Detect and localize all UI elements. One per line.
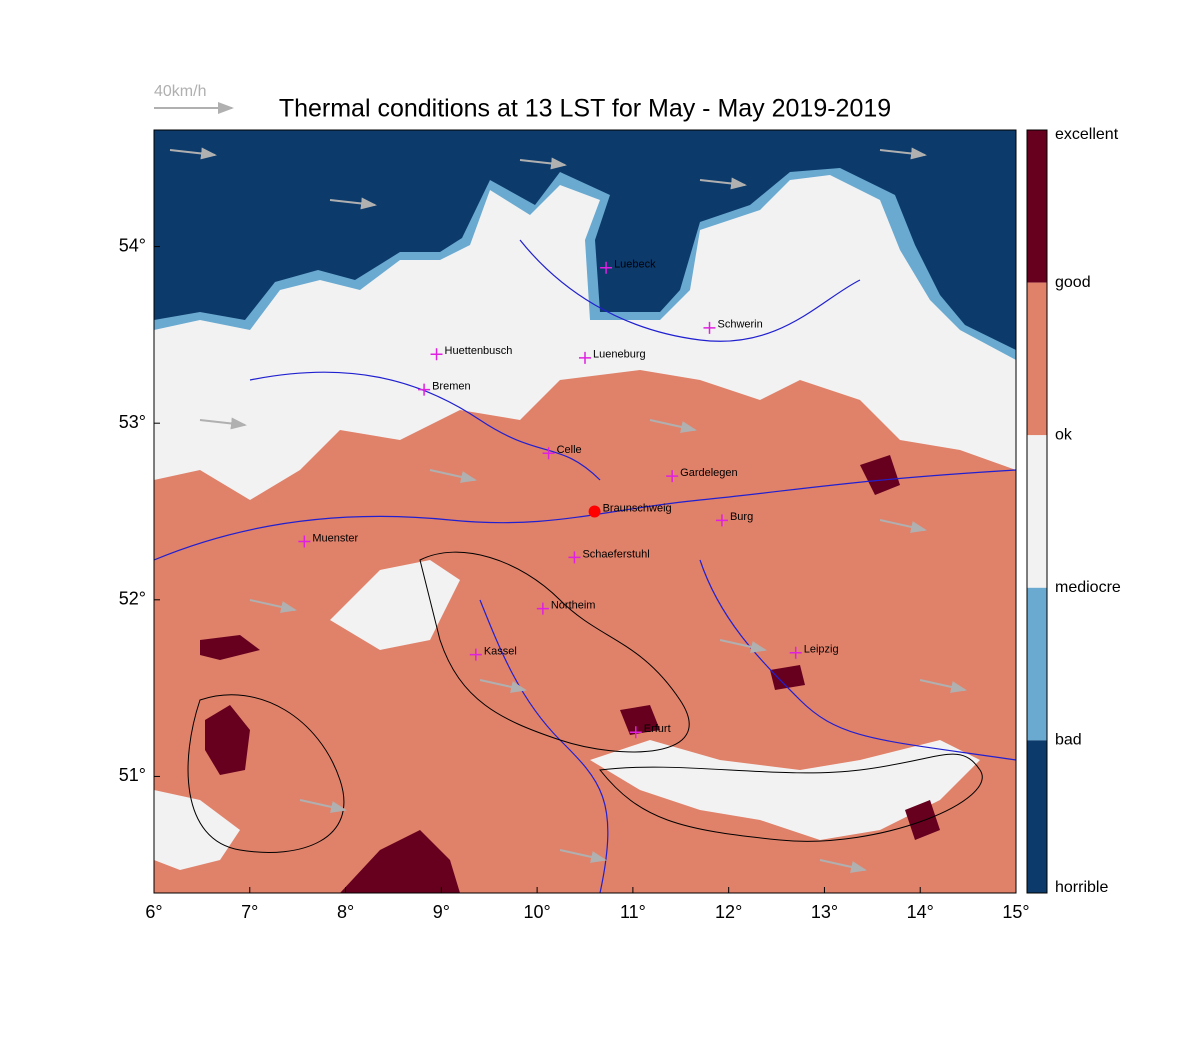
city-label: Celle <box>557 444 582 456</box>
city-marker <box>469 648 482 661</box>
x-tick-label: 11° <box>620 902 646 922</box>
city-marker <box>430 348 443 361</box>
x-tick-label: 7° <box>241 902 258 922</box>
y-tick-label: 53° <box>119 412 146 432</box>
x-tick-label: 12° <box>715 902 742 922</box>
colorbar-label: mediocre <box>1055 579 1121 596</box>
city-label: Schaeferstuhl <box>582 548 649 560</box>
x-tick-label: 9° <box>433 902 450 922</box>
x-tick-label: 14° <box>907 902 934 922</box>
colorbar-label: horrible <box>1055 879 1108 896</box>
colorbar-segment <box>1027 282 1047 436</box>
colorbar-label: good <box>1055 274 1091 291</box>
city-label: Northeim <box>551 600 596 612</box>
city-marker <box>789 646 802 659</box>
colorbar-label: bad <box>1055 732 1082 749</box>
city-marker <box>715 514 728 527</box>
x-tick-label: 8° <box>337 902 354 922</box>
city-label: Erfurt <box>644 723 671 735</box>
city-marker <box>418 383 431 396</box>
plot-frame <box>153 129 1017 894</box>
city-marker <box>542 447 555 460</box>
city-label: Luebeck <box>614 259 656 271</box>
city-marker <box>568 551 581 564</box>
city-marker <box>298 535 311 548</box>
colorbar-label: excellent <box>1055 126 1119 143</box>
wind-legend-label: 40km/h <box>154 83 206 100</box>
x-tick-label: 10° <box>523 902 550 922</box>
city-label: Leipzig <box>804 644 839 656</box>
city-marker <box>536 602 549 615</box>
colorbar-segment <box>1027 587 1047 741</box>
city-label: Schwerin <box>718 319 763 331</box>
y-tick-label: 51° <box>119 765 146 785</box>
city-label: Kassel <box>484 645 517 657</box>
colorbar-segment <box>1027 130 1047 283</box>
city-marker <box>703 321 716 334</box>
y-tick-label: 54° <box>119 235 146 255</box>
map-background <box>154 130 1016 893</box>
city-label: Lueneburg <box>593 349 646 361</box>
colorbar-label: ok <box>1055 426 1073 443</box>
city-marker <box>629 726 642 739</box>
map-title: Thermal conditions at 13 LST for May - M… <box>279 95 891 123</box>
city-marker <box>588 505 601 518</box>
y-tick-label: 52° <box>119 589 146 609</box>
city-label: Huettenbusch <box>445 345 513 357</box>
colorbar-segment <box>1027 435 1047 588</box>
x-tick-label: 13° <box>811 902 838 922</box>
city-marker <box>579 351 591 364</box>
x-tick-label: 6° <box>145 902 162 922</box>
colorbar-segment <box>1027 740 1047 893</box>
x-tick-label: 15° <box>1002 902 1029 922</box>
colorbar-frame <box>1026 129 1048 894</box>
city-label: Braunschweig <box>603 502 672 514</box>
city-label: Burg <box>730 511 753 523</box>
city-marker <box>600 261 613 274</box>
city-label: Bremen <box>432 381 471 393</box>
city-label: Muenster <box>312 532 358 544</box>
city-label: Gardelegen <box>680 467 738 479</box>
city-marker <box>666 470 679 483</box>
